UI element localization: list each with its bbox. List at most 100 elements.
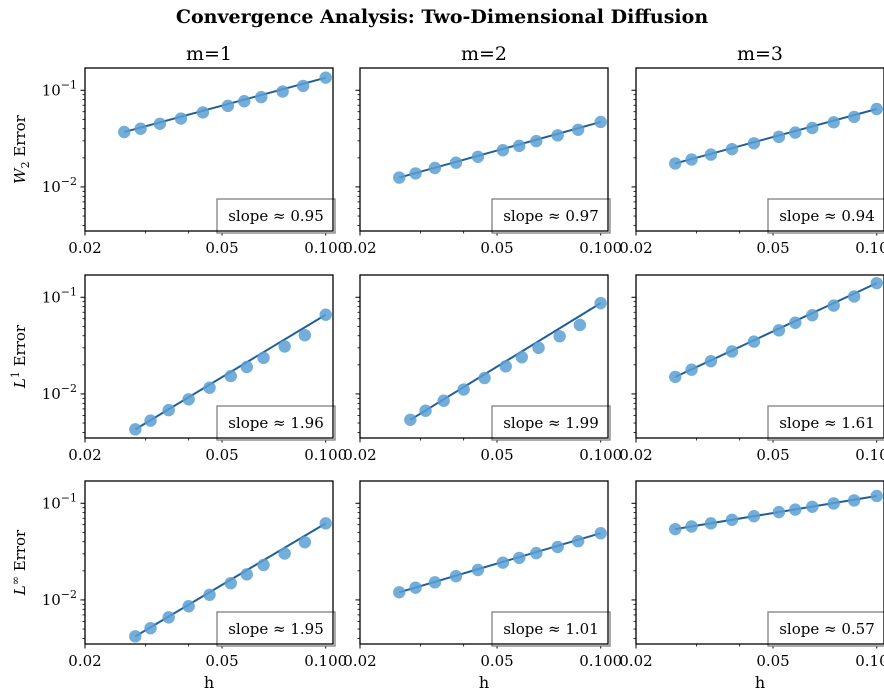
x-tick-label: 0.02 (619, 446, 652, 464)
data-point (704, 517, 718, 530)
data-point (499, 360, 512, 373)
data-point (827, 299, 840, 312)
y-axis-label: W2 Error (11, 114, 32, 184)
data-point (276, 85, 289, 98)
x-tick-label: 0.100 (855, 446, 884, 464)
data-point (551, 540, 564, 554)
figure-title: Convergence Analysis: Two-Dimensional Di… (175, 6, 709, 28)
data-point (162, 611, 175, 624)
y-tick-label: 10−1 (42, 285, 77, 306)
data-point (134, 122, 147, 135)
plot-frame (84, 480, 334, 645)
data-point (685, 363, 698, 376)
data-point (789, 316, 802, 329)
data-point (296, 79, 310, 93)
data-point (203, 381, 216, 394)
data-point (772, 130, 786, 144)
data-point (571, 123, 585, 137)
data-point (870, 102, 883, 116)
data-point (153, 117, 167, 130)
data-point (428, 576, 442, 589)
data-point (319, 71, 332, 84)
data-point (203, 588, 216, 602)
slope-label: slope ≈ 0.95 (228, 207, 324, 225)
plot-frame (359, 274, 609, 439)
plot-frame (359, 67, 609, 232)
slope-box (216, 198, 336, 234)
data-point (789, 126, 802, 139)
plot-frame (359, 480, 609, 645)
data-point (551, 129, 564, 142)
data-point (238, 95, 251, 108)
slope-label: slope ≈ 1.61 (779, 414, 875, 432)
x-tick-label: 0.100 (855, 239, 884, 257)
x-tick-label: 0.05 (205, 446, 238, 464)
data-point (669, 370, 682, 384)
data-point (449, 570, 463, 583)
data-point (419, 404, 432, 417)
data-point (806, 121, 819, 135)
data-point (174, 112, 188, 125)
slope-box (767, 405, 884, 441)
slope-box (491, 611, 611, 647)
x-tick-label: 0.100 (855, 652, 884, 670)
plot-frame (635, 274, 884, 439)
data-point (298, 536, 312, 549)
data-point (196, 106, 210, 119)
data-point (685, 153, 698, 166)
slope-label: slope ≈ 1.95 (228, 620, 324, 638)
y-tick-label: 10−2 (42, 588, 77, 609)
x-tick-label: 0.05 (480, 652, 513, 670)
data-point (144, 621, 157, 635)
slope-box (491, 198, 611, 234)
data-point (409, 581, 422, 594)
data-point (393, 586, 406, 599)
slope-label: slope ≈ 0.57 (779, 620, 875, 638)
data-point (224, 576, 237, 590)
data-point (847, 110, 861, 124)
data-point (257, 558, 270, 572)
data-point (471, 563, 485, 577)
data-point (118, 125, 131, 139)
column-title: m=3 (737, 43, 783, 65)
data-point (870, 489, 883, 503)
x-tick-label: 0.02 (68, 652, 101, 670)
data-point (471, 150, 485, 163)
plot-frame (635, 480, 884, 645)
data-point (409, 167, 422, 180)
y-tick-label: 10−1 (42, 491, 77, 512)
data-point (182, 393, 195, 406)
data-point (221, 99, 235, 113)
data-point (594, 115, 607, 129)
x-tick-label: 0.02 (619, 652, 652, 670)
y-axis-label: L1 Error (9, 324, 29, 389)
x-axis-label: h (755, 673, 765, 692)
data-point (319, 308, 332, 321)
x-tick-label: 0.100 (579, 239, 622, 257)
data-point (437, 394, 450, 407)
y-tick-label: 10−2 (42, 382, 77, 403)
data-point (772, 505, 786, 519)
data-point (255, 90, 268, 104)
data-point (278, 340, 291, 353)
plot-frame (84, 274, 334, 439)
x-tick-label: 0.02 (619, 239, 652, 257)
x-tick-label: 0.02 (343, 446, 376, 464)
data-point (182, 600, 195, 613)
x-tick-label: 0.02 (343, 239, 376, 257)
data-point (725, 513, 739, 526)
data-point (847, 494, 861, 507)
x-tick-label: 0.100 (304, 652, 347, 670)
y-axis-label: L∞ Error (9, 529, 29, 596)
data-point (319, 517, 332, 530)
subplot-r2-c1: 0.02 0.05 0.100 slope ≈ 1.01 h (343, 480, 622, 692)
subplot-r2-c2: 0.02 0.05 0.100 slope ≈ 0.57 h (619, 480, 884, 692)
data-point (496, 556, 510, 569)
data-point (747, 335, 761, 348)
x-axis-label: h (204, 673, 214, 692)
slope-box (491, 405, 611, 441)
data-point (513, 139, 526, 153)
column-title: m=1 (186, 43, 232, 65)
data-point (478, 371, 491, 385)
